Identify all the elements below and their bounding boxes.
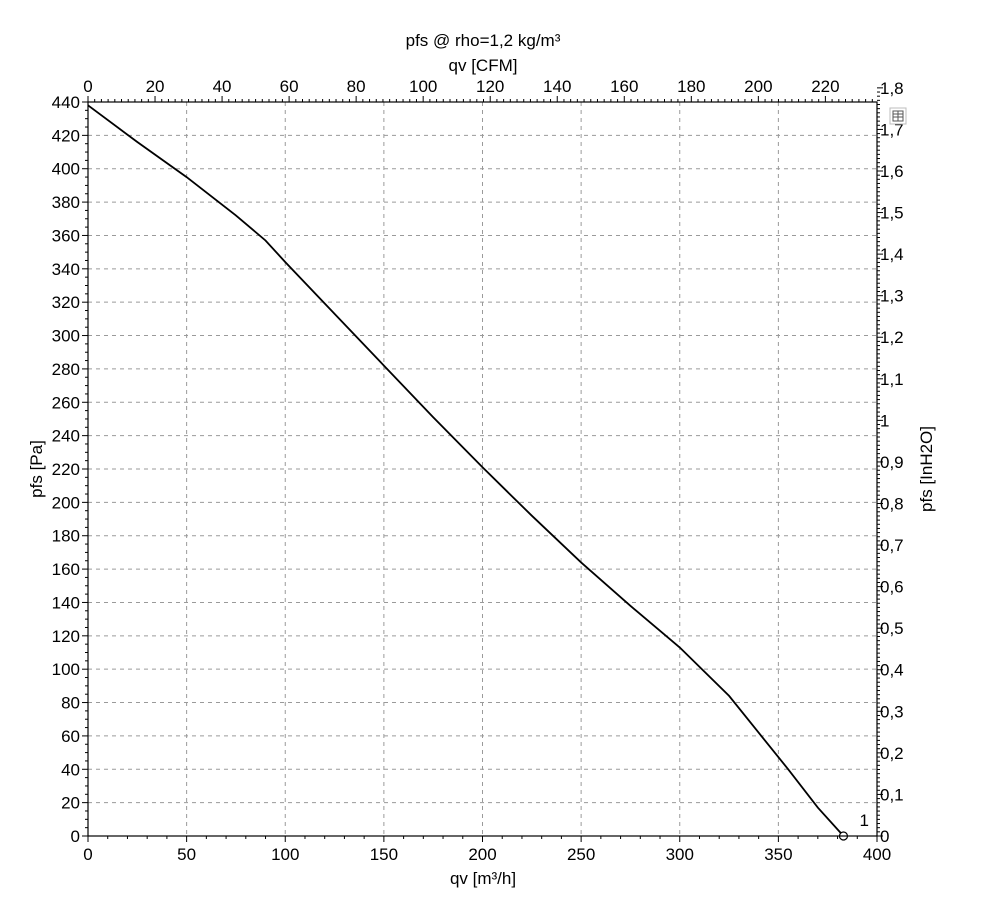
y2-tick-label: 1,3 <box>880 287 904 306</box>
y2-tick-label: 1,8 <box>880 79 904 98</box>
y2-tick-label: 0,1 <box>880 785 904 804</box>
chart-title: pfs @ rho=1,2 kg/m³ <box>406 31 561 50</box>
left-axis-label: pfs [Pa] <box>27 440 46 498</box>
grid-table-icon[interactable] <box>889 107 907 125</box>
right-axis-label: pfs [InH2O] <box>917 426 936 512</box>
y2-tick-label: 0,3 <box>880 702 904 721</box>
y-tick-label: 100 <box>52 660 80 679</box>
y-tick-label: 300 <box>52 327 80 346</box>
y-tick-label: 340 <box>52 260 80 279</box>
y2-tick-label: 0,4 <box>880 661 904 680</box>
x2-tick-label: 40 <box>213 77 232 96</box>
x2-tick-label: 140 <box>543 77 571 96</box>
top-axis-label: qv [CFM] <box>449 56 518 75</box>
x2-tick-label: 160 <box>610 77 638 96</box>
x2-tick-label: 200 <box>744 77 772 96</box>
y-tick-label: 0 <box>71 827 80 846</box>
x-tick-label: 350 <box>764 845 792 864</box>
y2-tick-label: 1,4 <box>880 245 904 264</box>
y2-tick-label: 1,2 <box>880 328 904 347</box>
y-tick-label: 60 <box>61 727 80 746</box>
y-tick-label: 20 <box>61 794 80 813</box>
y-tick-label: 140 <box>52 593 80 612</box>
x2-tick-label: 20 <box>146 77 165 96</box>
x-tick-label: 200 <box>468 845 496 864</box>
x2-tick-label: 120 <box>476 77 504 96</box>
y2-tick-label: 1,6 <box>880 162 904 181</box>
x-tick-label: 400 <box>863 845 891 864</box>
x-tick-label: 300 <box>666 845 694 864</box>
y-tick-label: 360 <box>52 226 80 245</box>
x-tick-label: 50 <box>177 845 196 864</box>
plot-area-frame <box>87 101 878 837</box>
y2-tick-label: 1 <box>880 411 889 430</box>
y-tick-label: 120 <box>52 627 80 646</box>
y-tick-label: 380 <box>52 193 80 212</box>
x-tick-label: 250 <box>567 845 595 864</box>
y-tick-label: 400 <box>52 160 80 179</box>
y2-tick-label: 1,5 <box>880 204 904 223</box>
y2-tick-label: 1,7 <box>880 120 904 139</box>
y-tick-label: 240 <box>52 427 80 446</box>
y2-tick-label: 0,2 <box>880 744 904 763</box>
y2-tick-label: 0,5 <box>880 619 904 638</box>
x2-tick-label: 80 <box>347 77 366 96</box>
y-tick-label: 200 <box>52 493 80 512</box>
y2-tick-label: 0,7 <box>880 536 904 555</box>
x-tick-label: 0 <box>83 845 92 864</box>
y2-tick-label: 0,6 <box>880 578 904 597</box>
x2-tick-label: 100 <box>409 77 437 96</box>
y-tick-label: 80 <box>61 694 80 713</box>
y-tick-label: 220 <box>52 460 80 479</box>
x-tick-label: 100 <box>271 845 299 864</box>
y-tick-label: 40 <box>61 760 80 779</box>
x2-tick-label: 0 <box>83 77 92 96</box>
y2-tick-label: 0,9 <box>880 453 904 472</box>
x2-tick-label: 220 <box>811 77 839 96</box>
x2-tick-label: 60 <box>280 77 299 96</box>
bottom-axis-label: qv [m³/h] <box>450 869 516 888</box>
y-tick-label: 440 <box>52 93 80 112</box>
y-tick-label: 260 <box>52 393 80 412</box>
y2-tick-label: 0,8 <box>880 494 904 513</box>
x2-tick-label: 180 <box>677 77 705 96</box>
y2-tick-label: 0 <box>880 827 889 846</box>
y2-tick-label: 1,1 <box>880 370 904 389</box>
y-tick-label: 320 <box>52 293 80 312</box>
fan-curve-line <box>87 104 845 837</box>
y-tick-label: 420 <box>52 126 80 145</box>
y-tick-label: 160 <box>52 560 80 579</box>
y-tick-label: 280 <box>52 360 80 379</box>
x-tick-label: 150 <box>370 845 398 864</box>
y-tick-label: 180 <box>52 527 80 546</box>
operating-point-label: 1 <box>859 811 868 830</box>
